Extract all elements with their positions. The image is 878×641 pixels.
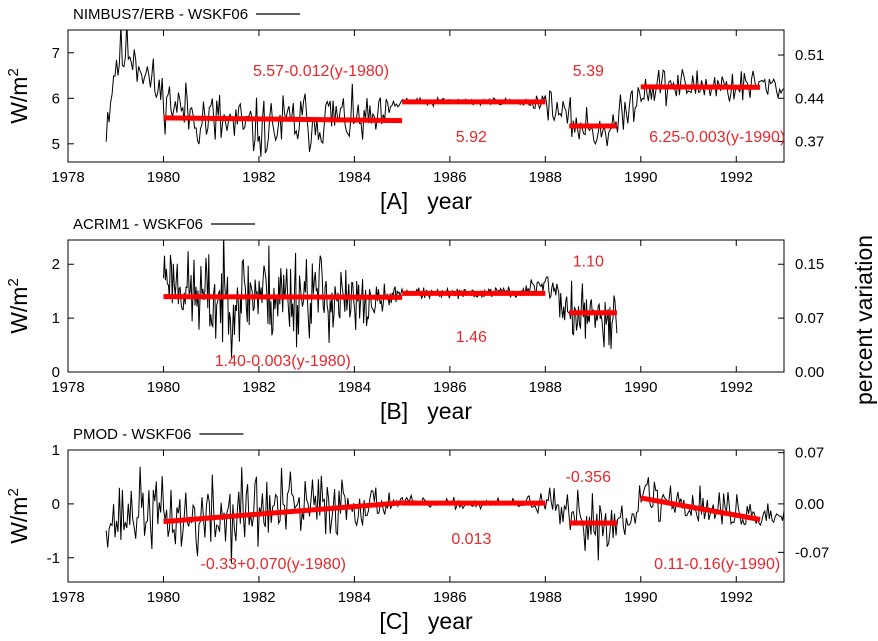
y2-tick-label: 0.51 [795, 47, 824, 64]
annotation: -0.33+0.070(y-1980) [201, 556, 346, 573]
y-tick-label: -1 [47, 550, 60, 567]
y2-tick-label: 0.00 [795, 364, 824, 381]
y-axis-label-A: W/m2 [5, 68, 32, 124]
annotation: 5.92 [456, 129, 487, 146]
fit-line-B-1 [163, 294, 403, 300]
annotation: -0.356 [566, 469, 611, 486]
plot-frame-B [67, 239, 785, 373]
legend-label-A: NIMBUS7/ERB - WSKF06 [73, 6, 248, 23]
fit-line-C-4 [640, 495, 761, 522]
x-tick-label: 1988 [529, 169, 562, 186]
y-tick-label: 5 [52, 136, 60, 153]
right-axis-title: percent variation [851, 235, 877, 405]
x-tick-label: 1980 [147, 589, 180, 606]
panel-C: 1978 1980 1982 1984 1986 1988 1990 1992 -1 0 1 -0.0… [5, 426, 829, 634]
y-axis-unit-exponent: 2 [5, 68, 22, 76]
y-axis-label-B: W/m2 [5, 278, 32, 334]
x-axis-label-C: [C] year [379, 608, 473, 634]
annotation: 0.11-0.16(y-1990) [654, 556, 780, 573]
x-axis-label-A: [A] year [380, 188, 472, 214]
y-tick-label: 2 [52, 256, 60, 273]
data-series-B [163, 240, 618, 358]
y2-tick-label: 0.07 [795, 310, 824, 327]
panel-B: 1978 1980 1982 1984 1986 1988 1990 1992 0 1 2 0.00 0… [5, 216, 824, 424]
x-tick-label: 1980 [147, 379, 180, 396]
x-tick-label: 1986 [433, 589, 466, 606]
y-axis-unit-exponent: 2 [5, 488, 22, 496]
y2-tick-label: 0.00 [795, 496, 824, 513]
annotation: 6.25-0.003(y-1990) [649, 129, 785, 146]
x-tick-label: 1988 [529, 589, 562, 606]
y-axis-unit: W/m [6, 287, 32, 334]
panels: 1978 1980 1982 1984 1986 1988 1990 1992 5 6 7 0.37 0… [5, 6, 829, 634]
x-tick-label: 1978 [51, 169, 84, 186]
y2-tick-label: -0.07 [795, 544, 829, 561]
legend-label-C: PMOD - WSKF06 [73, 426, 191, 443]
y2-tick-label: 0.07 [795, 445, 824, 462]
y2-tick-label: 0.15 [795, 256, 824, 273]
annotation: 5.57-0.012(y-1980) [253, 63, 389, 80]
x-tick-label: 1990 [624, 379, 657, 396]
x-tick-label: 1984 [338, 589, 371, 606]
y-tick-label: 7 [52, 45, 60, 62]
x-tick-label: 1978 [51, 379, 84, 396]
y-tick-label: 0 [52, 496, 60, 513]
x-tick-label: 1982 [242, 169, 275, 186]
x-tick-label: 1984 [338, 169, 371, 186]
fit-line-A-1 [163, 115, 403, 124]
x-axis-label-B: [B] year [380, 398, 472, 424]
x-tick-label: 1990 [624, 589, 657, 606]
annotation: 1.40-0.003(y-1980) [215, 353, 351, 370]
x-tick-label: 1988 [529, 379, 562, 396]
annotation: 5.39 [573, 63, 604, 80]
y2-tick-label: 0.44 [795, 90, 824, 107]
y-axis-unit-exponent: 2 [5, 278, 22, 286]
x-tick-label: 1992 [720, 589, 753, 606]
x-tick-label: 1986 [433, 379, 466, 396]
x-tick-label: 1982 [242, 589, 275, 606]
x-tick-label: 1990 [624, 169, 657, 186]
x-tick-label: 1982 [242, 379, 275, 396]
y-axis-unit: W/m [6, 77, 32, 124]
x-tick-label: 1984 [338, 379, 371, 396]
y-tick-label: 0 [52, 364, 60, 381]
x-tick-label: 1986 [433, 169, 466, 186]
plot-frame-C [67, 449, 785, 583]
data-series-C [105, 466, 784, 564]
fit-line-C-1 [163, 500, 403, 525]
annotation: 1.46 [456, 329, 487, 346]
y-tick-label: 6 [52, 90, 60, 107]
annotation: 1.10 [573, 254, 604, 271]
x-tick-label: 1992 [720, 169, 753, 186]
x-tick-label: 1980 [147, 169, 180, 186]
y-tick-label: 1 [52, 310, 60, 327]
x-tick-label: 1992 [720, 379, 753, 396]
x-tick-label: 1978 [51, 589, 84, 606]
legend-label-B: ACRIM1 - WSKF06 [73, 216, 203, 233]
y-axis-unit: W/m [6, 497, 32, 544]
panel-A: 1978 1980 1982 1984 1986 1988 1990 1992 5 6 7 0.37 0… [5, 6, 824, 214]
plot-frame-A [67, 29, 785, 163]
y-tick-label: 1 [52, 442, 60, 459]
y-axis-label-C: W/m2 [5, 488, 32, 544]
annotation: 0.013 [451, 531, 491, 548]
y2-tick-label: 0.37 [795, 134, 824, 151]
